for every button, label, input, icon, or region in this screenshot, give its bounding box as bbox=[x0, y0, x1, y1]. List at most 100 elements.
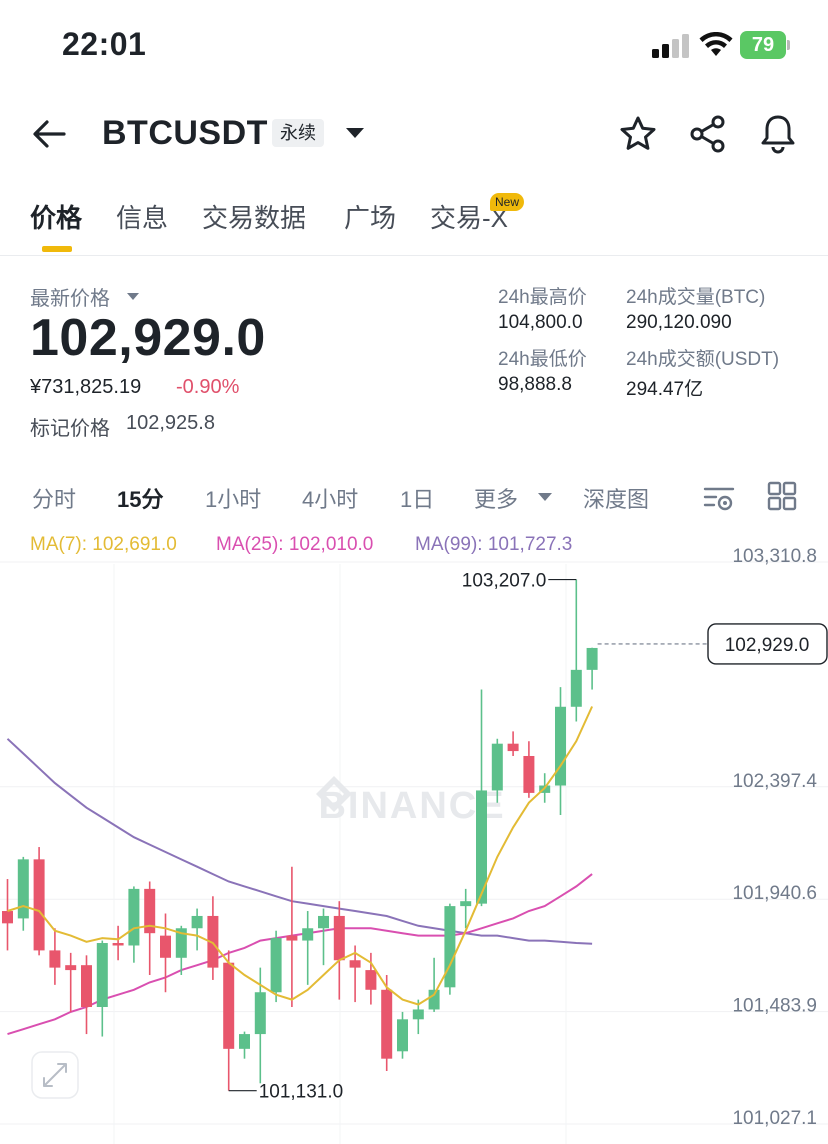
candle-body bbox=[65, 965, 77, 971]
candle-body bbox=[381, 989, 393, 1059]
y-axis-tick-label: 101,483.9 bbox=[732, 996, 817, 1017]
candle-body bbox=[507, 743, 519, 752]
ma7-legend: MA(7): 102,691.0 bbox=[30, 534, 177, 555]
share-icon[interactable] bbox=[688, 114, 728, 154]
kline-chart[interactable]: MA(7): 102,691.0 MA(25): 102,010.0 MA(99… bbox=[0, 524, 828, 1144]
expand-icon[interactable] bbox=[43, 1063, 67, 1087]
ma25-line bbox=[7, 873, 593, 1036]
tab-trading-data[interactable]: 交易数据 bbox=[202, 203, 307, 233]
depth-chart-tab[interactable]: 深度图 bbox=[583, 487, 650, 512]
candle-body bbox=[412, 1009, 424, 1020]
section-tabs: 价格 信息 交易数据 广场 交易-X New bbox=[0, 190, 828, 256]
candle-body bbox=[302, 928, 314, 941]
volume-btc-value: 290,120.090 bbox=[626, 312, 732, 333]
y-axis-tick-label: 102,397.4 bbox=[732, 771, 817, 792]
candle-body bbox=[96, 943, 108, 1008]
candle-body bbox=[349, 960, 361, 968]
ma25-legend: MA(25): 102,010.0 bbox=[216, 534, 374, 555]
last-price: 102,929.0 bbox=[30, 309, 266, 367]
tab-price[interactable]: 价格 bbox=[30, 203, 83, 233]
candle-body bbox=[333, 915, 345, 961]
candle-body bbox=[523, 755, 535, 793]
candle-body bbox=[112, 943, 124, 946]
candle-body bbox=[144, 888, 156, 934]
tab-info[interactable]: 信息 bbox=[116, 203, 169, 233]
volume-usdt-value: 294.47亿 bbox=[626, 379, 704, 400]
watermark-logo-icon bbox=[316, 776, 352, 812]
candle-body bbox=[555, 706, 566, 786]
interval-line[interactable]: 分时 bbox=[32, 487, 77, 512]
candle-body bbox=[128, 888, 140, 946]
interval-1d[interactable]: 1日 bbox=[400, 487, 435, 512]
latest-price-caret-icon[interactable] bbox=[126, 292, 140, 301]
interval-more[interactable]: 更多 bbox=[474, 487, 519, 512]
battery-tip bbox=[787, 40, 790, 50]
favorite-star-icon[interactable] bbox=[618, 114, 658, 154]
candle-body bbox=[223, 962, 235, 1049]
candle-body bbox=[397, 1019, 408, 1052]
change-percent: -0.90% bbox=[176, 376, 240, 398]
candle-body bbox=[460, 901, 472, 907]
current-price-label: 102,929.0 bbox=[725, 635, 810, 656]
candle-body bbox=[81, 965, 92, 1008]
mark-price-label: 标记价格 bbox=[30, 418, 110, 440]
ma99-line bbox=[6, 738, 593, 945]
volume-btc-label: 24h成交量(BTC) bbox=[626, 287, 766, 308]
y-axis-tick-label: 103,310.8 bbox=[732, 546, 817, 567]
candle-body bbox=[2, 911, 13, 924]
interval-15m[interactable]: 15分 bbox=[117, 487, 164, 512]
more-caret-icon[interactable] bbox=[537, 492, 553, 502]
ma7-line bbox=[7, 706, 594, 1006]
candle-body bbox=[160, 935, 171, 958]
candle-body bbox=[491, 743, 503, 791]
tab-square[interactable]: 广场 bbox=[344, 203, 397, 233]
candle-body bbox=[33, 859, 45, 951]
status-bar: 22:01 79 bbox=[0, 0, 828, 90]
interval-selector: 分时 15分 1小时 4小时 1日 更多 深度图 bbox=[0, 470, 828, 524]
status-time: 22:01 bbox=[62, 26, 147, 62]
candle-body bbox=[270, 938, 282, 993]
candle-body bbox=[175, 928, 187, 958]
mark-price: 102,925.8 bbox=[126, 412, 215, 434]
candle-body bbox=[444, 906, 456, 988]
price-summary: 最新价格 102,929.0 ¥731,825.19 -0.90% 标记价格 1… bbox=[0, 276, 828, 446]
pair-dropdown-icon[interactable] bbox=[344, 126, 366, 140]
candlestick-plot[interactable]: BINANCE103,310.8102,397.4101,940.6101,48… bbox=[0, 524, 828, 1144]
y-axis-tick-label: 101,027.1 bbox=[732, 1108, 817, 1129]
candle-body bbox=[476, 790, 487, 904]
cny-price: ¥731,825.19 bbox=[30, 376, 142, 398]
header: BTCUSDT 永续 bbox=[0, 100, 828, 170]
candle-body bbox=[49, 950, 61, 968]
candle-body bbox=[17, 859, 29, 919]
high-annotation-label: 103,207.0 bbox=[462, 571, 547, 592]
active-tab-indicator bbox=[42, 246, 72, 252]
contract-type-badge: 永续 bbox=[272, 119, 324, 147]
candle-body bbox=[586, 647, 598, 670]
low-annotation-label: 101,131.0 bbox=[259, 1082, 344, 1103]
latest-price-label[interactable]: 最新价格 bbox=[30, 288, 110, 310]
layout-grid-icon[interactable] bbox=[766, 480, 798, 512]
high-24h-value: 104,800.0 bbox=[498, 312, 583, 333]
candle-body bbox=[365, 970, 377, 990]
low-24h-label: 24h最低价 bbox=[498, 349, 587, 370]
interval-4h[interactable]: 4小时 bbox=[302, 487, 359, 512]
candle-body bbox=[570, 669, 582, 707]
chart-settings-icon[interactable] bbox=[702, 480, 736, 514]
pair-title[interactable]: BTCUSDT bbox=[102, 114, 268, 152]
wifi-icon bbox=[699, 32, 733, 56]
candle-body bbox=[428, 989, 440, 1010]
back-arrow-icon[interactable] bbox=[30, 116, 70, 152]
y-axis-tick-label: 101,940.6 bbox=[732, 883, 817, 904]
candle-body bbox=[318, 915, 329, 929]
high-24h-label: 24h最高价 bbox=[498, 287, 587, 308]
interval-1h[interactable]: 1小时 bbox=[205, 487, 262, 512]
low-24h-value: 98,888.8 bbox=[498, 374, 572, 395]
candle-body bbox=[191, 915, 203, 929]
candle-body bbox=[207, 915, 219, 968]
new-badge: New bbox=[490, 193, 525, 211]
bell-icon[interactable] bbox=[758, 112, 798, 154]
battery-icon bbox=[740, 31, 786, 59]
current-price-box bbox=[707, 623, 828, 665]
battery-indicator: 79 bbox=[740, 31, 790, 59]
candle-body bbox=[254, 992, 266, 1035]
